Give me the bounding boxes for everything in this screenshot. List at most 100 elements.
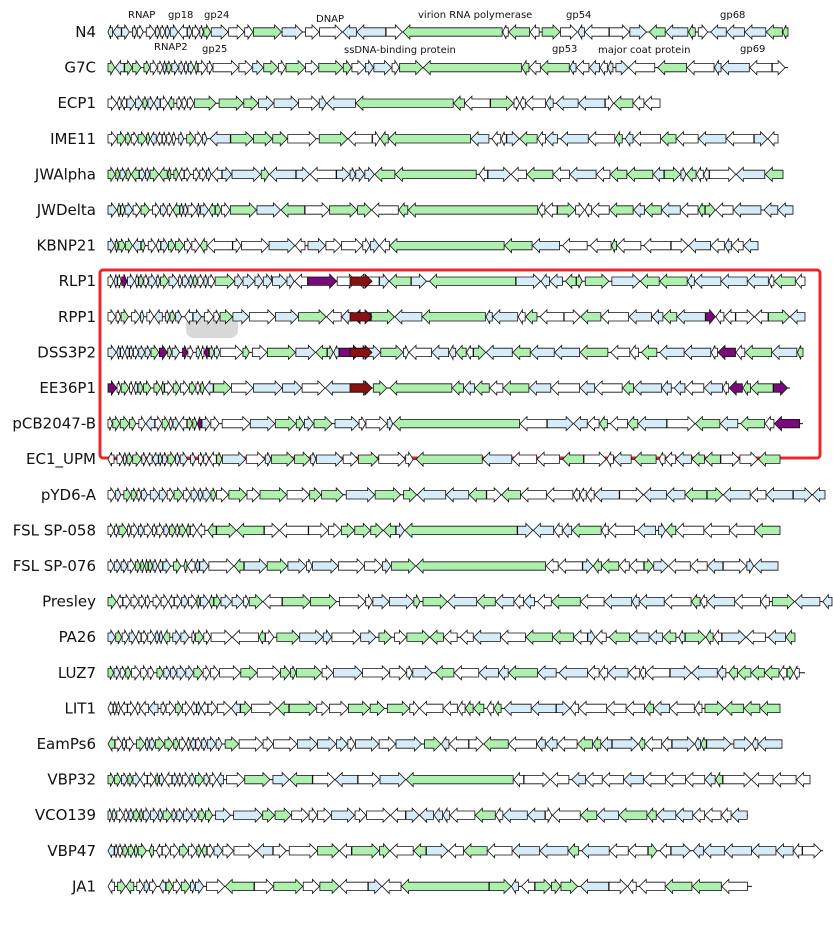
gene-arrow: [592, 735, 602, 753]
gene-arrow: [599, 59, 608, 77]
gene-arrow: [601, 558, 620, 574]
gene-arrow: [195, 878, 205, 895]
annotation-gp54: gp54: [566, 10, 591, 21]
gene-arrow: [289, 771, 313, 788]
gene-arrow: [342, 451, 359, 468]
gene-arrow: [339, 593, 366, 610]
gene-arrow: [160, 593, 169, 611]
gene-arrow: [140, 238, 146, 253]
gene-arrow: [665, 878, 693, 895]
gene-arrow: [137, 380, 144, 396]
gene-arrow: [646, 807, 657, 824]
gene-arrow: [189, 772, 196, 787]
gene-arrow: [191, 630, 196, 645]
gene-arrow: [656, 807, 677, 824]
gene-arrow: [203, 772, 210, 787]
gene-arrow: [160, 272, 169, 290]
gene-arrow: [546, 415, 574, 432]
gene-arrow: [175, 523, 180, 538]
gene-arrow: [162, 60, 167, 75]
gene-arrow: [453, 95, 465, 112]
gene-arrow: [130, 166, 140, 183]
gene-arrow: [629, 344, 639, 361]
gene-arrow: [744, 24, 767, 40]
gene-arrow: [765, 486, 794, 503]
gene-arrow: [773, 415, 801, 432]
gene-arrow: [308, 522, 329, 539]
gene-arrow: [616, 237, 642, 254]
gene-arrow: [107, 486, 116, 504]
gene-arrow: [167, 167, 172, 182]
gene-arrow: [154, 735, 165, 753]
gene-arrow: [648, 629, 664, 646]
gene-arrow: [555, 95, 579, 112]
gene-arrow: [132, 771, 141, 789]
gene-arrow: [473, 344, 487, 361]
gene-arrow: [259, 486, 288, 503]
gene-arrow: [486, 699, 495, 717]
gene-arrow: [490, 95, 515, 112]
gene-arrow: [162, 557, 172, 575]
gene-arrow: [262, 735, 274, 753]
gene-arrow: [502, 807, 528, 824]
gene-arrow: [734, 593, 761, 610]
gene-arrow: [666, 486, 686, 503]
gene-arrow: [648, 24, 666, 40]
gene-arrow: [288, 700, 317, 717]
gene-arrow: [528, 380, 552, 396]
gene-arrow: [107, 735, 116, 753]
gene-arrow: [200, 201, 209, 219]
gene-arrow: [390, 807, 406, 824]
gene-arrow: [201, 843, 208, 858]
gene-arrow: [145, 167, 150, 182]
gene-arrow: [122, 593, 131, 610]
gene-arrow: [327, 345, 334, 360]
genome-label: ECP1: [57, 94, 96, 112]
gene-arrow: [510, 166, 527, 183]
gene-arrow: [313, 415, 333, 432]
gene-arrow: [158, 344, 168, 361]
gene-arrow: [704, 201, 716, 219]
gene-arrow: [599, 415, 608, 432]
gene-arrow: [591, 202, 610, 218]
highlight-box: [98, 268, 822, 460]
genome-label: JA1: [71, 877, 96, 895]
gene-arrow: [771, 344, 798, 361]
gene-arrow: [622, 379, 634, 397]
gene-arrow: [148, 700, 159, 717]
gene-arrow: [232, 237, 242, 254]
gene-arrow: [137, 842, 147, 860]
gene-arrow: [627, 878, 637, 895]
gene-arrow: [147, 628, 156, 646]
gene-arrow: [698, 130, 727, 147]
gene-arrow: [400, 878, 490, 895]
gene-arrow: [132, 201, 142, 219]
gene-arrow: [120, 202, 125, 218]
gene-arrow: [321, 664, 334, 681]
gene-arrow: [735, 166, 766, 183]
gene-arrow: [706, 486, 724, 503]
gene-arrow: [735, 308, 755, 325]
gene-arrow: [169, 309, 176, 324]
gene-arrow: [262, 807, 276, 824]
genome-label: EE36P1: [39, 379, 96, 397]
gene-arrow: [364, 166, 375, 183]
gene-arrow: [511, 842, 540, 859]
gene-arrow: [134, 94, 143, 112]
gene-arrow: [213, 842, 223, 860]
genome-label: RLP1: [59, 272, 96, 290]
gene-arrow: [143, 379, 152, 397]
gene-arrow: [155, 772, 160, 787]
gene-arrow: [129, 380, 134, 396]
gene-arrow: [140, 201, 151, 219]
gene-arrow: [157, 558, 163, 574]
gene-arrow: [316, 700, 330, 717]
gene-arrow: [442, 700, 458, 717]
gene-arrow: [123, 486, 132, 504]
gene-arrow: [177, 23, 188, 41]
gene-arrow: [442, 806, 451, 824]
gene-arrow: [280, 664, 291, 681]
gene-arrow: [176, 664, 186, 682]
gene-arrow: [691, 878, 722, 895]
gene-arrow: [793, 665, 800, 680]
